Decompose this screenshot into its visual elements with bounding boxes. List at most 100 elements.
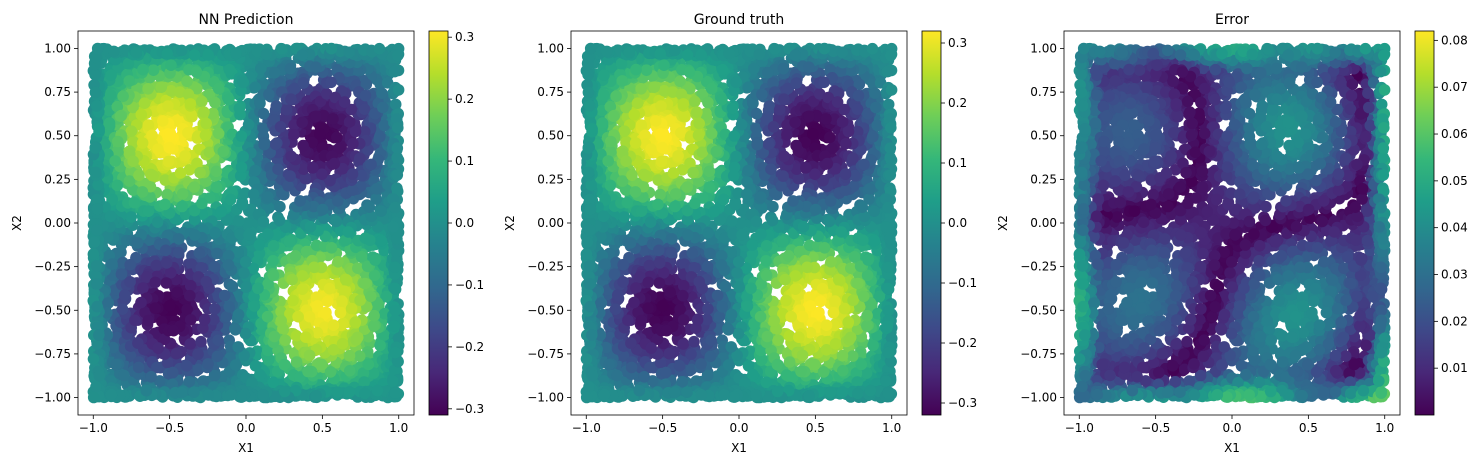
scatter-point xyxy=(389,98,402,111)
scatter-point xyxy=(279,334,292,347)
scatter-point xyxy=(388,282,401,295)
scatter-point xyxy=(209,303,221,315)
scatter-point xyxy=(246,376,258,389)
scatter-point xyxy=(142,205,155,217)
colorbar-tick-label: 0.0 xyxy=(455,216,474,230)
scatter-point xyxy=(253,368,266,381)
scatter-point xyxy=(275,305,287,318)
scatter-point xyxy=(347,137,359,150)
scatter-point xyxy=(145,371,157,383)
scatter-point xyxy=(294,195,306,207)
scatter-point xyxy=(369,254,381,266)
scatter-point xyxy=(157,115,169,127)
scatter-point xyxy=(311,326,324,339)
scatter-point xyxy=(212,334,224,347)
scatter-point xyxy=(233,102,246,115)
scatter-point xyxy=(392,122,404,134)
scatter-point xyxy=(370,183,383,195)
chart-title: NN Prediction xyxy=(199,12,294,28)
scatter-point xyxy=(299,172,312,185)
scatter-point xyxy=(123,75,136,87)
scatter-point xyxy=(351,331,364,344)
scatter-point xyxy=(184,280,197,292)
scatter-point xyxy=(290,330,303,342)
scatter-point xyxy=(124,276,136,288)
scatter-point xyxy=(151,361,163,374)
scatter-point xyxy=(344,365,356,377)
scatter-point xyxy=(163,300,176,312)
scatter-point xyxy=(391,151,404,164)
scatter-point xyxy=(306,136,319,149)
scatter-point xyxy=(226,280,239,293)
scatter-point xyxy=(152,342,164,354)
scatter-point xyxy=(292,310,304,323)
scatter-point xyxy=(118,369,130,382)
scatter-point xyxy=(184,338,197,350)
scatter-point xyxy=(280,103,293,116)
scatter-point xyxy=(109,155,121,167)
scatter-point xyxy=(360,78,373,91)
scatter-point xyxy=(90,380,102,393)
scatter-point xyxy=(249,360,262,372)
x-tick-label: 0.5 xyxy=(313,421,332,435)
scatter-point xyxy=(242,118,255,131)
scatter-point xyxy=(332,255,344,268)
scatter-point xyxy=(247,188,260,200)
scatter-point xyxy=(270,100,283,112)
scatter-point xyxy=(297,139,309,152)
scatter-point xyxy=(192,348,204,360)
colorbar-tick-label: 0.1 xyxy=(455,154,474,168)
scatter-point xyxy=(217,145,230,158)
scatter-point xyxy=(215,205,228,218)
scatter-point xyxy=(257,107,270,120)
scatter-point xyxy=(269,138,282,151)
scatter-point xyxy=(125,211,137,223)
scatter-point xyxy=(262,191,274,203)
scatter-point xyxy=(104,210,117,223)
scatter-point xyxy=(238,349,250,362)
scatter-point xyxy=(267,240,280,252)
scatter-point xyxy=(188,49,201,61)
scatter-point xyxy=(358,323,371,336)
scatter-point xyxy=(374,339,386,352)
scatter-point xyxy=(224,193,237,206)
scatter-point xyxy=(210,165,223,178)
scatter-point xyxy=(296,283,309,296)
scatter-point xyxy=(149,276,162,289)
scatter-point xyxy=(233,215,245,227)
scatter-point xyxy=(378,119,391,132)
scatter-point xyxy=(320,307,332,320)
scatter-point xyxy=(392,332,405,345)
scatter-point xyxy=(209,227,221,239)
scatter-point xyxy=(152,143,164,155)
scatter-point xyxy=(99,138,111,151)
scatter-point xyxy=(367,367,380,379)
scatter-point xyxy=(142,119,155,131)
scatter-point xyxy=(229,359,242,371)
scatter-point xyxy=(307,162,319,174)
scatter-point xyxy=(365,210,378,223)
scatter-point xyxy=(197,375,210,387)
scatter-point xyxy=(338,285,351,297)
scatter-point xyxy=(257,389,270,401)
scatter-point xyxy=(343,349,356,362)
scatter-point xyxy=(210,181,223,193)
scatter-point xyxy=(173,233,185,245)
scatter-point xyxy=(391,233,403,245)
scatter-point xyxy=(93,123,105,135)
scatter-point xyxy=(290,356,303,368)
y-tick-label: −0.75 xyxy=(34,347,71,361)
scatter-point xyxy=(128,196,141,209)
scatter-point xyxy=(183,164,196,176)
scatter-point xyxy=(180,360,193,372)
scatter-point xyxy=(165,59,177,71)
scatter-point xyxy=(233,290,245,303)
scatter-point xyxy=(222,250,235,262)
scatter-point xyxy=(132,337,144,349)
scatter-point xyxy=(365,290,377,303)
scatter-point xyxy=(211,247,223,260)
scatter-point xyxy=(359,89,372,102)
scatter-point xyxy=(183,376,196,388)
scatter-point xyxy=(91,278,103,290)
scatter-point xyxy=(162,155,175,168)
